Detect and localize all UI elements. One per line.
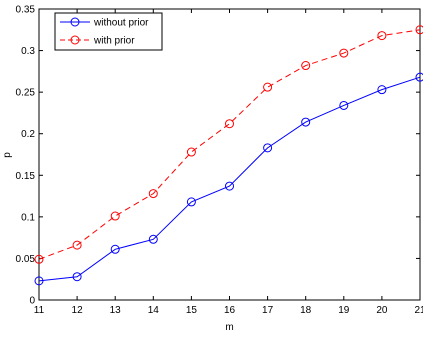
- x-tick-label: 15: [186, 305, 198, 316]
- data-point-without-prior: [34, 276, 44, 286]
- y-tick-label: 0.1: [21, 212, 35, 223]
- legend: without prior with prior: [54, 12, 163, 51]
- x-tick-label: 19: [338, 305, 350, 316]
- x-tick-label: 18: [300, 305, 312, 316]
- y-tick-label: 0.2: [21, 129, 35, 140]
- y-tick-label: 0.25: [16, 88, 36, 99]
- data-point-without-prior: [377, 85, 387, 95]
- data-point-with-prior: [186, 147, 196, 157]
- x-tick-label: 21: [414, 305, 423, 316]
- data-point-without-prior: [339, 100, 349, 110]
- y-tick-label: 0.35: [16, 5, 36, 16]
- x-tick-label: 20: [376, 305, 388, 316]
- data-point-with-prior: [339, 48, 349, 58]
- data-point-with-prior: [225, 119, 234, 129]
- x-tick-label: 13: [110, 305, 122, 316]
- series-line-without-prior: [38, 76, 421, 282]
- data-point-without-prior: [301, 117, 311, 127]
- x-tick-label: 12: [72, 305, 84, 316]
- plot-area: [38, 8, 421, 301]
- data-point-with-prior: [72, 240, 82, 250]
- legend-marker-without-prior: [70, 17, 80, 27]
- data-point-with-prior: [415, 25, 423, 35]
- y-tick-label: 0.05: [16, 254, 36, 265]
- data-point-without-prior: [72, 272, 82, 282]
- x-tick-label: 14: [148, 305, 160, 316]
- x-tick-label: 16: [224, 305, 236, 316]
- axis-ticks: 11 12 13 14 15 16 17 18 19 20 21 0 0.05 0.1 0.15 0.2 0.2…: [16, 5, 423, 317]
- data-point-with-prior: [110, 211, 120, 221]
- series-group: [34, 25, 423, 286]
- data-point-without-prior: [225, 181, 234, 191]
- data-point-without-prior: [186, 197, 196, 207]
- legend-marker-with-prior: [70, 35, 80, 45]
- data-point-without-prior: [110, 244, 120, 254]
- data-point-with-prior: [148, 189, 158, 199]
- y-axis-label: p: [2, 152, 13, 158]
- legend-label-with-prior: with prior: [93, 36, 135, 47]
- y-tick-label: 0.3: [21, 46, 35, 57]
- data-point-with-prior: [377, 31, 387, 41]
- data-point-without-prior: [263, 143, 273, 153]
- y-tick-label: 0: [29, 296, 35, 307]
- y-tick-label: 0.15: [16, 171, 36, 182]
- x-axis-label: m: [225, 322, 233, 333]
- x-tick-label: 11: [34, 305, 45, 316]
- data-point-without-prior: [148, 234, 158, 244]
- data-point-with-prior: [34, 254, 44, 264]
- legend-label-without-prior: without prior: [93, 18, 149, 29]
- data-point-with-prior: [301, 61, 311, 71]
- data-point-with-prior: [263, 82, 273, 92]
- x-tick-label: 17: [262, 305, 274, 316]
- data-point-without-prior: [415, 72, 423, 82]
- series-line-with-prior: [38, 29, 421, 260]
